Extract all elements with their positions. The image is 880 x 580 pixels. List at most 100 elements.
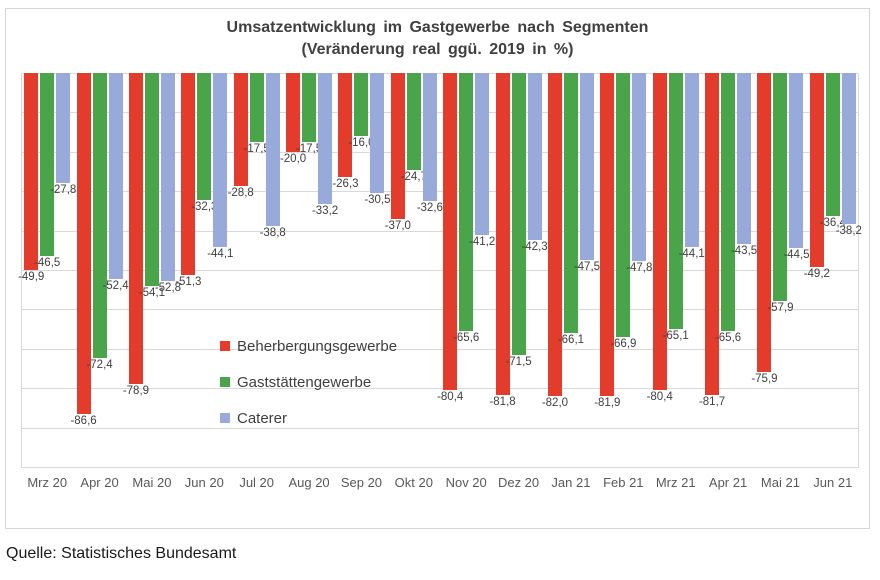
source-note: Quelle: Statistisches Bundesamt [6,545,237,562]
bar-column: -65,6 [715,73,741,344]
bar-group-okt-20: -37,0 -24,7 -32,6 [385,73,443,467]
bar-beherbergungsgewerbe-aug-20 [286,73,301,152]
bar-caterer-okt-20 [422,73,437,202]
legend-label: Gaststättengewerbe [237,373,372,391]
x-axis-label: Sep 20 [340,475,383,490]
bar-column: -71,5 [505,73,532,368]
bar-beherbergungsgewerbe-dez-20 [495,73,510,396]
gridline [21,427,859,429]
data-label: -28,8 [227,187,254,200]
bar-group-dez-20: -81,8 -71,5 -42,3 [489,73,548,467]
bar-beherbergungsgewerbe-mai-21 [757,73,772,373]
gridline [21,467,859,468]
bar-column: -51,3 [175,73,201,288]
bar-column: -47,5 [574,73,600,273]
gridline [21,348,859,350]
gridline [21,230,859,232]
data-label: -17,5 [295,142,323,155]
gridline [21,388,859,390]
data-label: -38,2 [835,224,862,237]
data-label: -81,7 [698,395,726,408]
bar-column: -27,8 [50,73,76,196]
bar-caterer-apr-20 [108,73,123,280]
bar-column: -33,2 [312,73,338,217]
plot-edge [21,73,22,467]
bar-group-apr-21: -81,7 -65,6 -43,5 [699,73,757,467]
x-axis-label: Apr 21 [708,475,748,490]
bar-group-jun-21: -49,2 -36,4 -38,2 [804,73,862,467]
x-axis-label: Aug 20 [288,475,330,490]
bar-column: -72,4 [86,73,113,371]
data-label: -49,9 [18,270,45,283]
x-axis-label: Jul 20 [239,475,275,490]
bar-gaststättengewerbe-nov-20 [459,73,474,332]
bar-beherbergungsgewerbe-jan-21 [547,73,562,397]
data-label: -52,8 [154,282,182,295]
chart-title-line1: Umsatzentwicklung im Gastgewerbe nach Se… [226,19,649,36]
bar-gaststättengewerbe-jan-21 [563,73,578,334]
bar-beherbergungsgewerbe-mai-20 [128,73,143,384]
x-axis-label: Mrz 21 [655,475,696,490]
bar-beherbergungsgewerbe-apr-21 [705,73,720,395]
bar-group-mai-21: -75,9 -57,9 -44,5 [751,73,810,467]
data-label: -16,0 [348,137,375,150]
bar-gaststättengewerbe-dez-20 [511,73,526,355]
data-label: -26,3 [332,177,359,190]
bar-gaststättengewerbe-jul-20 [249,73,264,142]
bar-caterer-aug-20 [318,73,333,204]
bar-group-mrz-21: -80,4 -65,1 -44,1 [647,73,705,467]
legend-item-beherbergungsgewerbe: Beherbergungsgewerbe [220,337,398,355]
data-label: -24,7 [400,171,427,184]
bar-column: -37,0 [385,73,411,232]
x-axis-label: Mai 21 [760,475,800,490]
bar-beherbergungsgewerbe-sep-20 [338,73,353,177]
data-label: -71,5 [505,355,532,368]
bar-column: -42,3 [521,73,548,253]
data-label: -65,1 [662,330,689,343]
bar-column: -86,6 [70,73,97,427]
x-axis-label: Jun 20 [184,475,224,490]
data-label: -36,4 [819,217,846,230]
x-axis-label: Nov 20 [445,475,487,490]
data-label: -51,3 [175,276,202,289]
bar-column: -24,7 [401,73,427,183]
bar-caterer-sep-20 [370,73,385,194]
bar-column: -52,4 [102,73,129,292]
bar-group-feb-21: -81,9 -66,9 -47,8 [594,73,652,467]
gridline [21,309,859,311]
bar-column: -81,7 [699,73,725,408]
bar-column: -46,5 [34,73,60,269]
bar-caterer-dez-20 [527,73,542,240]
data-label: -54,1 [138,287,166,300]
bar-column: -17,5 [296,73,322,155]
bar-caterer-jan-21 [579,73,594,261]
bar-group-apr-20: -86,6 -72,4 -52,4 [70,73,129,467]
bar-beherbergungsgewerbe-mrz-21 [652,73,667,390]
data-label: -44,1 [678,247,705,260]
bar-column: -54,1 [139,73,165,299]
data-label: -57,9 [767,302,794,315]
bar-column: -81,9 [594,73,620,409]
legend-label: Beherbergungsgewerbe [237,337,398,355]
plot-area: -49,9 -46,5 -27,8 Mrz 20 -86,6 -72,4 -52,4 Apr … [18,73,862,490]
bar-group-jul-20: -28,8 -17,5 -38,8 [227,73,286,467]
bar-beherbergungsgewerbe-jun-20 [181,73,196,276]
bar-gaststättengewerbe-mrz-21 [668,73,683,330]
data-label: -44,1 [207,247,234,260]
bar-column: -38,2 [836,73,862,237]
bar-beherbergungsgewerbe-nov-20 [443,73,458,390]
bar-caterer-mai-21 [789,73,804,249]
data-label: -65,6 [453,332,480,345]
gridline [21,191,859,193]
bar-caterer-jun-20 [213,73,228,247]
bar-column: -41,2 [469,73,495,248]
data-label: -81,8 [489,396,516,409]
bar-gaststättengewerbe-jun-20 [197,73,212,201]
data-label: -47,5 [573,261,601,274]
bar-column: -65,6 [453,73,479,344]
plot-edge [858,73,859,467]
bar-beherbergungsgewerbe-mrz-20 [24,73,39,270]
bar-column: -17,5 [244,73,270,155]
bar-column: -30,5 [364,73,391,206]
x-axis-label: Okt 20 [394,475,433,490]
